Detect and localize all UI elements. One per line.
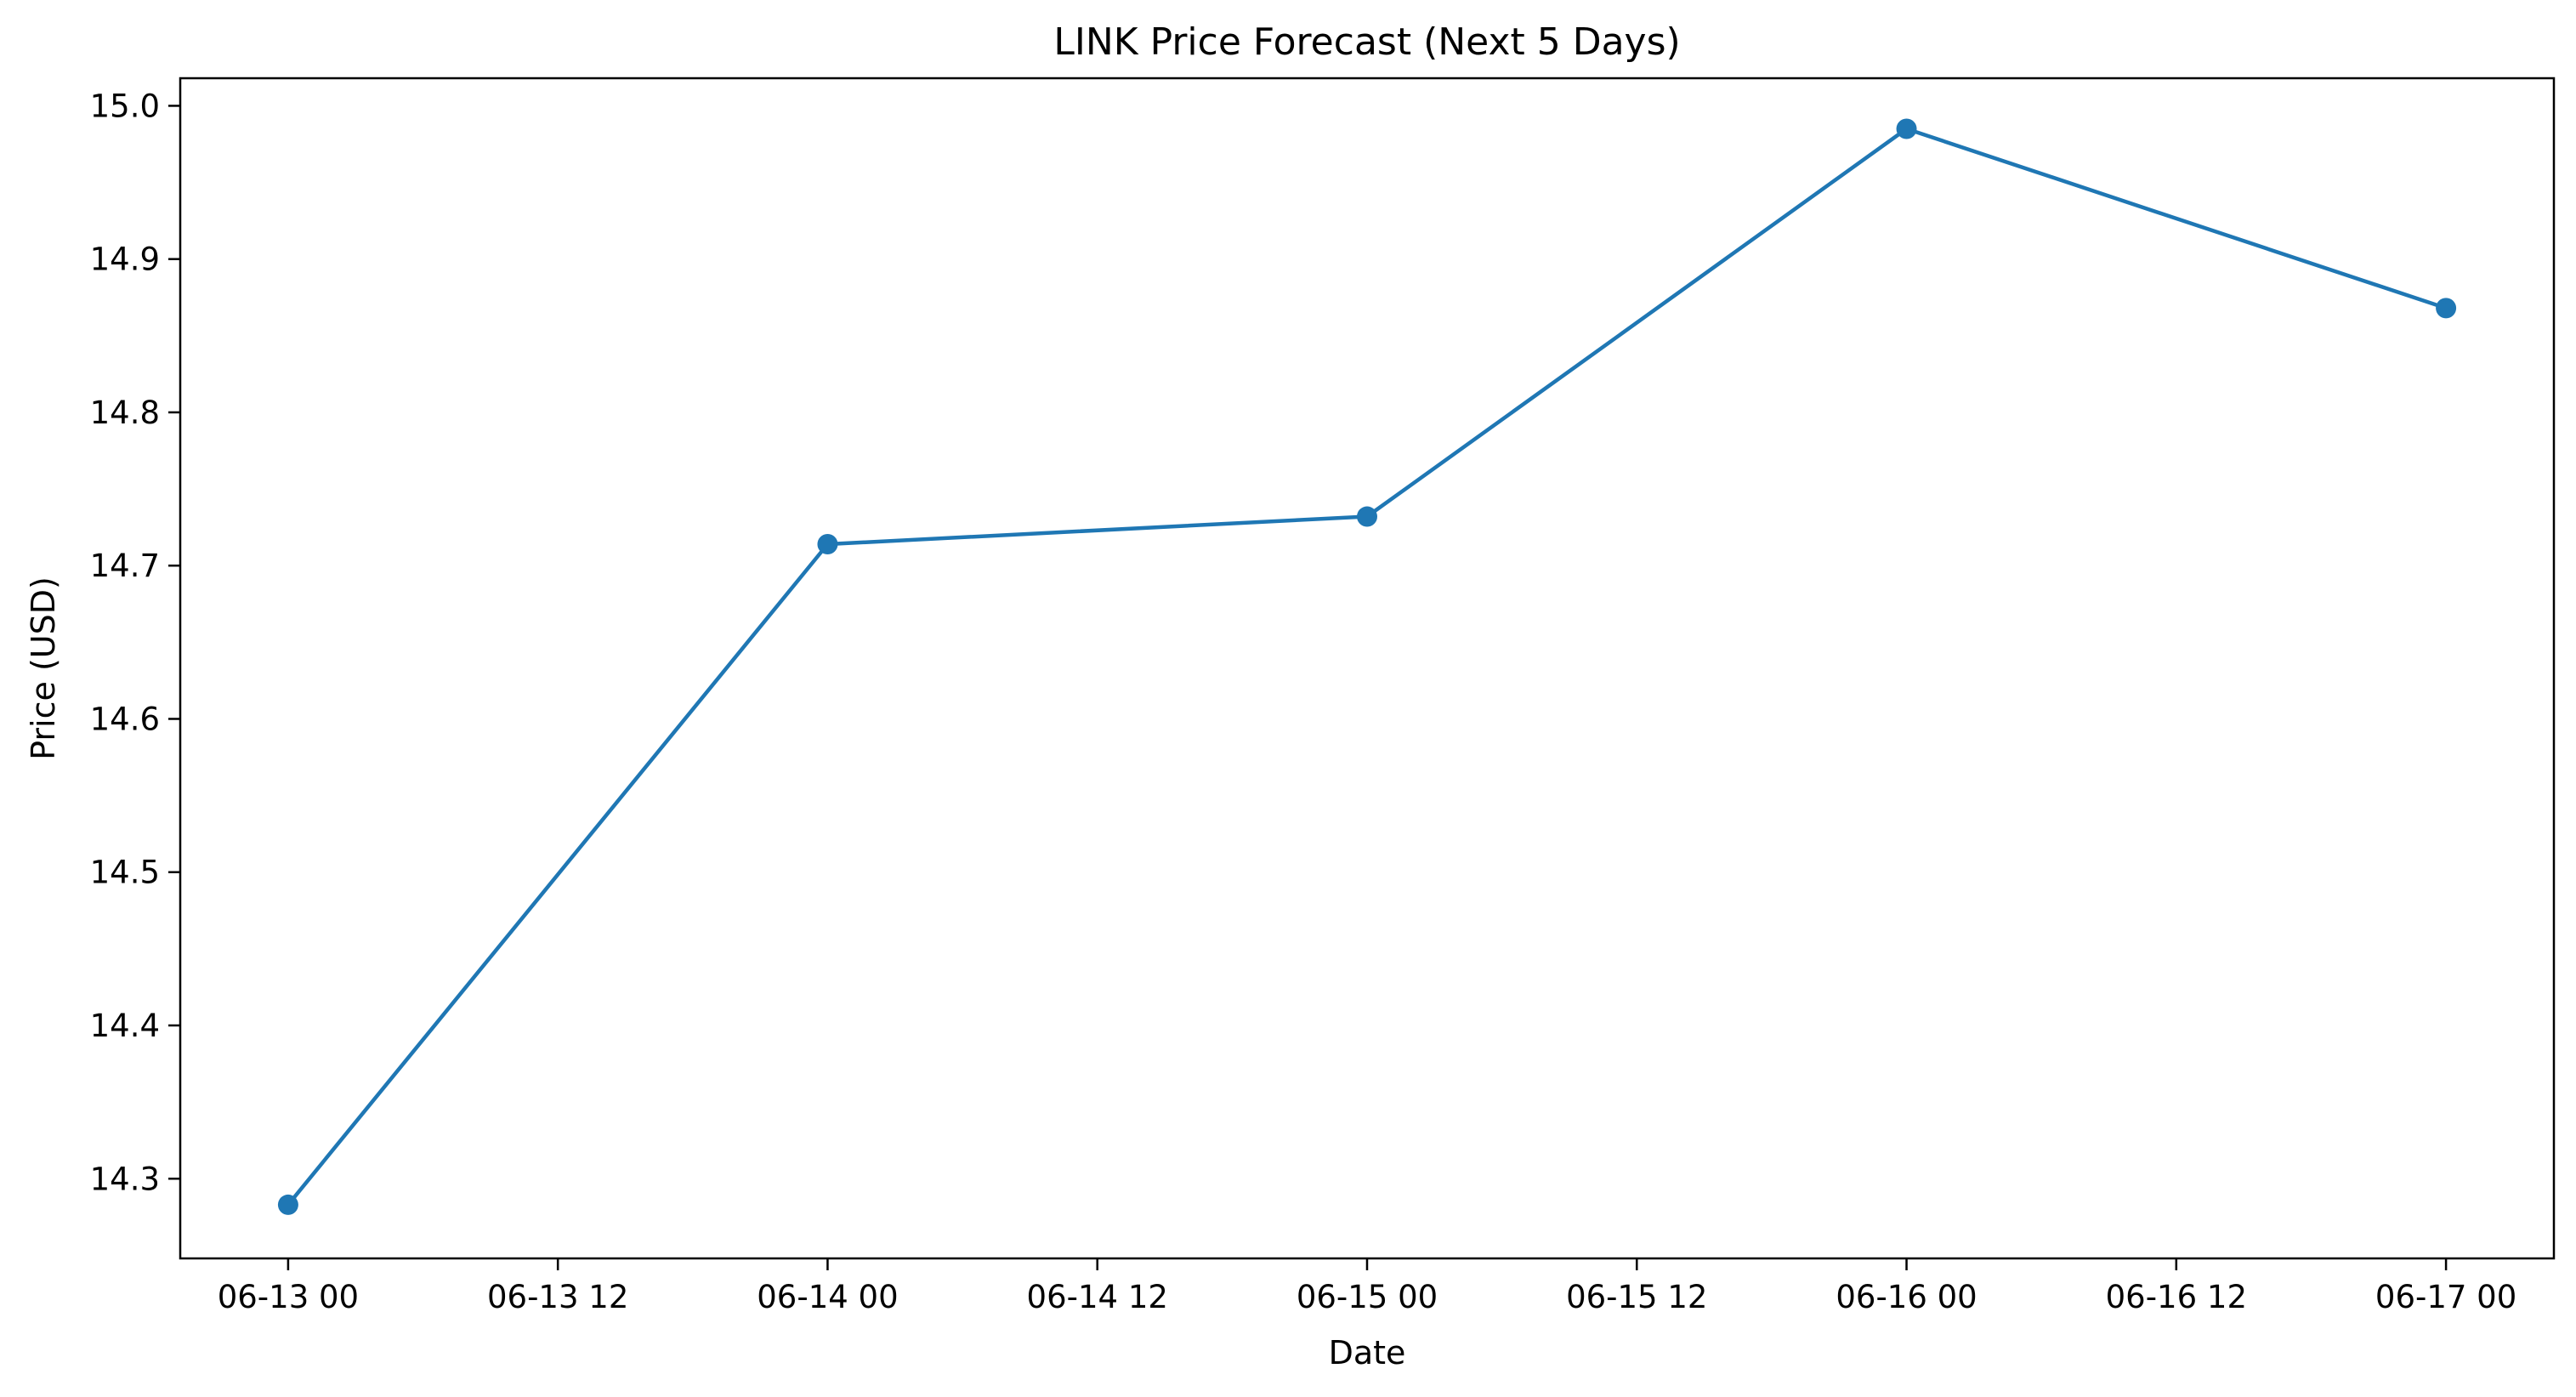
y-tick-label: 14.8: [90, 395, 160, 431]
data-point: [817, 533, 838, 554]
x-tick-label: 06-14 12: [1027, 1279, 1168, 1315]
y-tick-label: 14.4: [90, 1008, 160, 1044]
y-tick-label: 14.9: [90, 241, 160, 278]
x-tick-label: 06-17 00: [2375, 1279, 2516, 1315]
data-point: [2436, 298, 2457, 319]
x-tick-label: 06-16 00: [1836, 1279, 1977, 1315]
y-tick-label: 14.3: [90, 1161, 160, 1197]
y-tick-label: 14.6: [90, 701, 160, 737]
x-tick-label: 06-16 12: [2106, 1279, 2247, 1315]
x-tick-label: 06-13 00: [218, 1279, 359, 1315]
data-point: [277, 1194, 298, 1215]
y-tick-label: 14.7: [90, 548, 160, 584]
x-tick-label: 06-15 00: [1297, 1279, 1438, 1315]
x-tick-label: 06-15 12: [1566, 1279, 1707, 1315]
x-tick-label: 06-14 00: [757, 1279, 898, 1315]
data-point: [1896, 118, 1917, 139]
data-point: [1357, 506, 1377, 527]
x-axis-label: Date: [1329, 1334, 1406, 1371]
y-tick-label: 15.0: [90, 88, 160, 124]
x-tick-label: 06-13 12: [487, 1279, 628, 1315]
chart-title: LINK Price Forecast (Next 5 Days): [1053, 20, 1680, 64]
plot-area: 14.3 14.4 14.5 14.6 14.7 14.8 14.9 15.0 06-13 00…: [90, 77, 2556, 1315]
y-axis-label: Price (USD): [25, 576, 62, 760]
y-tick-label: 14.5: [90, 855, 160, 891]
